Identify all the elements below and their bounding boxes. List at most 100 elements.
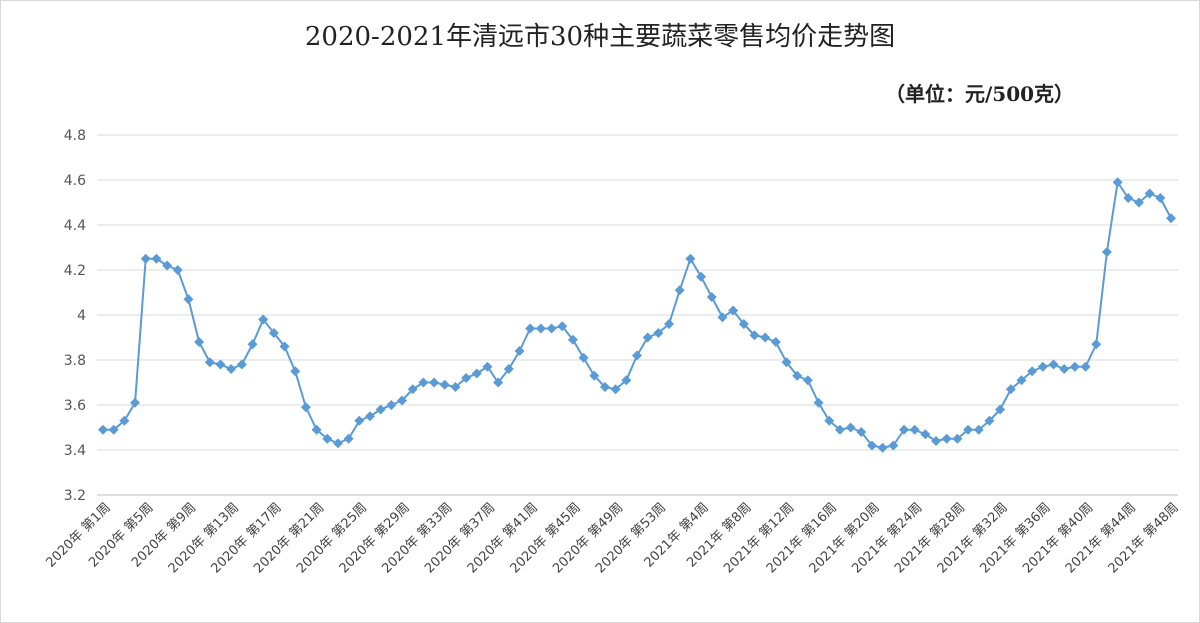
data-point [98, 424, 108, 435]
data-point [258, 314, 269, 325]
data-point [461, 373, 472, 383]
data-point [899, 424, 909, 435]
data-point [108, 424, 119, 435]
data-point [332, 438, 343, 449]
data-point [140, 253, 151, 264]
data-point [386, 400, 397, 410]
y-tick-label: 3.6 [64, 398, 86, 414]
data-point [247, 339, 258, 350]
data-point [354, 415, 365, 426]
data-point [1166, 213, 1176, 224]
data-point [813, 397, 824, 408]
data-point [909, 424, 920, 435]
data-point [429, 377, 440, 388]
data-point [365, 411, 375, 422]
data-point [973, 424, 984, 435]
y-tick-label: 4.8 [64, 128, 86, 144]
data-point [642, 332, 653, 343]
data-point [1048, 359, 1059, 370]
data-point [300, 402, 311, 413]
data-point [482, 361, 493, 372]
data-point [770, 337, 781, 347]
y-tick-label: 4.4 [64, 218, 86, 234]
data-point [407, 384, 418, 395]
data-point [1155, 193, 1166, 203]
data-point [696, 271, 707, 282]
data-point [984, 415, 995, 426]
unit-label: （单位：元/500克） [885, 82, 1075, 106]
data-point [279, 341, 290, 352]
y-tick-label: 3.8 [64, 353, 86, 369]
data-point [920, 429, 931, 440]
data-point [268, 328, 279, 338]
data-point [130, 397, 141, 408]
data-point [856, 427, 867, 437]
chart-title: 2020-2021年清远市30种主要蔬菜零售均价走势图 [304, 22, 896, 52]
data-point [311, 424, 322, 435]
data-point [717, 312, 728, 323]
data-point [514, 346, 525, 356]
data-point [578, 352, 589, 363]
y-tick-label: 4.6 [64, 173, 86, 189]
data-point [952, 433, 963, 444]
data-point [963, 424, 974, 435]
data-point [1101, 247, 1112, 257]
data-point [322, 433, 333, 444]
data-point [1133, 197, 1144, 208]
data-point [503, 364, 514, 374]
data-point [215, 359, 226, 370]
data-point [589, 370, 600, 381]
data-point [621, 375, 632, 386]
data-point [1123, 193, 1134, 203]
data-point [525, 323, 536, 334]
data-point [1144, 188, 1155, 199]
data-point [995, 404, 1006, 415]
data-point [343, 433, 354, 444]
data-point [194, 337, 205, 347]
y-axis-ticks: 3.2 3.4 3.6 3.8 4 4.2 4.4 4.6 4.8 [64, 128, 86, 504]
data-point [493, 377, 504, 388]
data-point [204, 357, 215, 368]
data-point [375, 404, 386, 415]
data-point [546, 323, 557, 334]
data-point [450, 382, 461, 392]
data-point [439, 379, 450, 390]
data-point [397, 395, 408, 406]
data-point [877, 442, 888, 453]
data-point [471, 368, 482, 379]
y-tick-label: 3.2 [64, 488, 86, 504]
data-point [418, 377, 429, 388]
series-price [98, 177, 1176, 453]
data-point [728, 305, 739, 316]
data-point [119, 415, 130, 426]
data-point [599, 382, 610, 392]
y-tick-label: 4 [77, 308, 86, 324]
data-point [1027, 366, 1038, 377]
data-point [1005, 384, 1016, 395]
data-point [226, 364, 237, 374]
y-tick-label: 4.2 [64, 263, 86, 279]
data-point [183, 294, 194, 305]
data-point [845, 422, 856, 433]
data-point [162, 260, 173, 271]
data-point [557, 321, 568, 332]
data-point [632, 350, 642, 361]
y-tick-label: 3.4 [64, 443, 86, 459]
data-point [1069, 361, 1080, 372]
data-point [567, 334, 578, 345]
data-point [738, 319, 749, 329]
data-point [151, 253, 162, 264]
data-point [888, 440, 899, 451]
data-point [792, 370, 803, 381]
data-point [1112, 177, 1123, 188]
data-point [866, 440, 877, 451]
data-point [834, 424, 845, 435]
data-point [802, 375, 813, 386]
data-point [760, 332, 771, 343]
data-point [941, 433, 952, 444]
data-point [1080, 361, 1091, 372]
data-point [236, 359, 247, 370]
data-point [1037, 361, 1048, 372]
